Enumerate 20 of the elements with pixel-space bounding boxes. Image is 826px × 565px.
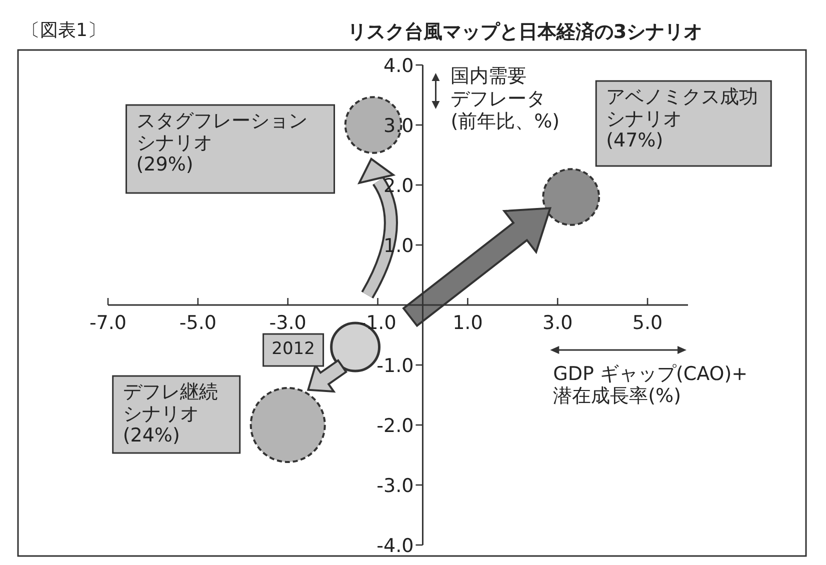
x-axis-title: GDP ギャップ(CAO)+ 潜在成長率(%) — [553, 363, 748, 407]
y-tick-label: -3.0 — [376, 475, 414, 497]
x-tick-label: -5.0 — [179, 312, 216, 334]
x-tick-label: -3.0 — [269, 312, 306, 334]
x-tick-label: -7.0 — [89, 312, 127, 334]
x-tick-label: 3.0 — [542, 312, 573, 334]
x-tick-label: 5.0 — [632, 312, 663, 334]
x-tick-label: 1.0 — [452, 312, 483, 334]
annotation: デフレ継続シナリオ(24%) — [122, 381, 218, 447]
annotation: スタグフレーションシナリオ(29%) — [136, 110, 308, 176]
text: 〔図表1〕 — [22, 20, 106, 41]
chart-title: リスク台風マップと日本経済の3シナリオ — [347, 21, 703, 43]
y-tick-label: -2.0 — [376, 415, 414, 437]
y-tick-label: -1.0 — [376, 355, 414, 377]
y-tick-label: -4.0 — [376, 535, 414, 557]
annotation: アベノミクス成功シナリオ(47%) — [606, 86, 758, 152]
annotation: 2012 — [272, 339, 315, 359]
x-tick-label: -1.0 — [359, 312, 396, 334]
y-axis-title: 国内需要デフレータ(前年比、%) — [450, 65, 560, 133]
y-tick-label: 4.0 — [384, 55, 414, 77]
